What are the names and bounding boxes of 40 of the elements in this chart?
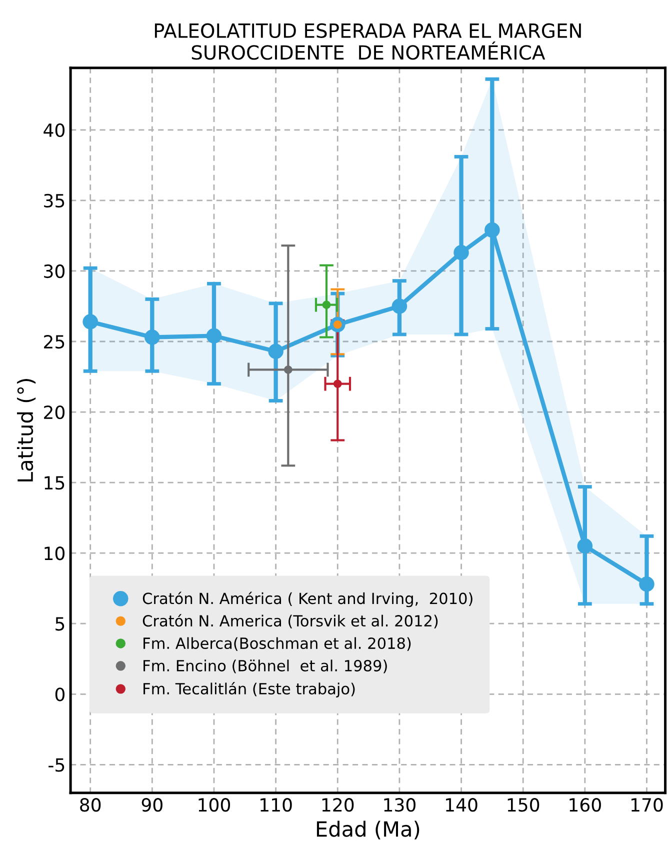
legend-label: Fm. Tecalitlán (Este trabajo) <box>144 682 355 698</box>
legend-label: Cratón N. América ( Kent and Irving, 2010) <box>142 592 472 608</box>
y-tick-label: 30 <box>44 264 64 278</box>
point <box>392 298 408 314</box>
chart-title: PALEOLATITUD ESPERADA PARA EL MARGEN SUROCCIDENTE DE NORTEAMÉRICA <box>154 23 581 60</box>
y-tick-label: 5 <box>56 617 64 631</box>
y-axis-title: Latitud (°) <box>17 379 36 482</box>
point <box>284 366 292 374</box>
x-tick-label: 90 <box>142 798 162 812</box>
legend-label: Fm. Alberca(Boschman et al. 2018) <box>144 637 411 651</box>
y-tick-label: 15 <box>44 476 64 490</box>
point <box>268 344 284 360</box>
point <box>206 328 222 344</box>
point <box>639 576 654 592</box>
y-tick-label: 40 <box>44 123 64 138</box>
x-axis-title: Edad (Ma) <box>316 820 420 840</box>
x-tick-label: 80 <box>80 798 101 812</box>
legend-label: Cratón N. America (Torsvik et al. 2012) <box>142 614 438 628</box>
point <box>144 330 160 345</box>
x-tick-label: 110 <box>260 798 292 812</box>
y-tick-label: 0 <box>55 688 64 702</box>
point <box>454 244 469 260</box>
y-tick-label: 25 <box>44 334 64 349</box>
x-tick-label: 150 <box>508 798 540 812</box>
x-tick-label: 140 <box>446 798 478 812</box>
y-tick-label: 35 <box>44 194 64 208</box>
y-tick-label: -5 <box>48 758 64 772</box>
x-tick-label: 130 <box>384 798 416 812</box>
x-tick-label: 100 <box>198 798 230 812</box>
x-tick-label: 170 <box>631 798 663 812</box>
point <box>577 538 593 554</box>
x-tick-label: 160 <box>570 798 601 812</box>
point <box>333 380 342 388</box>
x-tick-label: 120 <box>322 798 354 812</box>
y-tick-label: 10 <box>44 546 64 560</box>
point <box>82 314 98 330</box>
legend-label: Fm. Encino (Böhnel et al. 1989) <box>144 660 387 674</box>
point <box>484 222 500 238</box>
point <box>322 300 331 309</box>
y-tick-label: 20 <box>44 405 64 420</box>
